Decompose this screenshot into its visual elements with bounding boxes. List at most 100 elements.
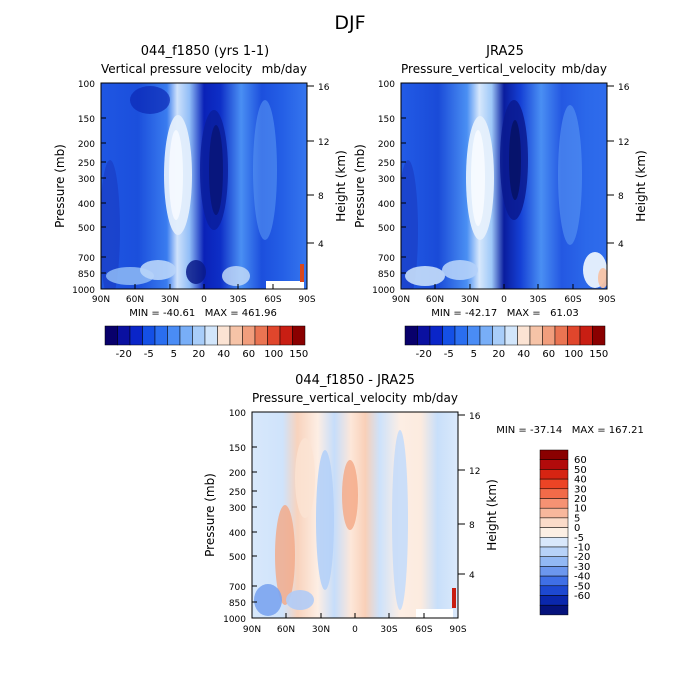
stats-text: MIN = -40.61 MAX = 461.96 bbox=[129, 308, 277, 319]
x-tick: 90N bbox=[392, 295, 410, 305]
colorbar-swatch bbox=[539, 478, 569, 490]
colorbar-swatch bbox=[492, 325, 506, 346]
y-tick: 150 bbox=[78, 115, 95, 125]
colorbar-swatch bbox=[429, 325, 443, 346]
x-axis-ticks: 90N 60N 30N 0 30S 60S 90S bbox=[392, 284, 616, 305]
y-tick: 400 bbox=[78, 200, 95, 210]
panel-difference: 044_f1850 - JRA25 Pressure_vertical_velo… bbox=[203, 373, 644, 635]
y-tick: 250 bbox=[78, 159, 95, 169]
x-tick: 0 bbox=[352, 625, 358, 635]
colorbar-label: 60 bbox=[574, 455, 587, 466]
x-tick: 30N bbox=[161, 295, 179, 305]
colorbar-swatch bbox=[179, 325, 193, 346]
colorbar-swatch bbox=[539, 575, 569, 587]
colorbar-swatch bbox=[504, 325, 518, 346]
y-tick: 700 bbox=[78, 254, 95, 264]
colorbar-swatch bbox=[554, 325, 568, 346]
x-tick: 30S bbox=[380, 625, 397, 635]
plot-field bbox=[252, 412, 458, 618]
y-tick: 850 bbox=[378, 270, 395, 280]
colorbar-label: -50 bbox=[574, 581, 590, 592]
x-axis-ticks: 90N 60N 30N 0 30S 60S 90S bbox=[92, 284, 316, 305]
colorbar-swatch bbox=[539, 488, 569, 499]
colorbar-label: 20 bbox=[574, 494, 587, 505]
colorbar-label: 30 bbox=[574, 484, 587, 495]
colorbar-swatch bbox=[539, 517, 569, 528]
y-tick: 100 bbox=[229, 409, 246, 419]
x-tick: 90S bbox=[298, 295, 315, 305]
y2-tick: 4 bbox=[318, 240, 324, 250]
colorbar: -20 -5 5 20 40 60 100 150 bbox=[104, 325, 308, 360]
colorbar-swatch bbox=[539, 459, 569, 470]
colorbar-swatch bbox=[404, 325, 418, 346]
y2-tick: 12 bbox=[318, 138, 329, 148]
colorbar-swatch bbox=[539, 498, 569, 509]
colorbar-swatch bbox=[529, 325, 543, 346]
colorbar-swatch bbox=[104, 325, 118, 346]
x-axis-ticks: 90N 60N 30N 0 30S 60S 90S bbox=[243, 613, 467, 635]
colorbar-label: -10 bbox=[574, 543, 590, 554]
colorbar-label: 5 bbox=[171, 349, 177, 360]
colorbar-swatch bbox=[167, 325, 181, 346]
y-tick: 250 bbox=[378, 159, 395, 169]
colorbar-label: 50 bbox=[574, 465, 587, 476]
x-tick: 60N bbox=[426, 295, 444, 305]
colorbar-label: 60 bbox=[242, 349, 255, 360]
colorbar-swatch bbox=[267, 325, 281, 346]
x-tick: 90N bbox=[243, 625, 261, 635]
colorbar-swatch bbox=[517, 325, 531, 346]
plot-field bbox=[401, 83, 607, 289]
colorbar-swatch bbox=[454, 325, 468, 346]
panel-subtitle: Pressure_vertical_velocity bbox=[401, 62, 556, 76]
y-tick: 250 bbox=[229, 488, 246, 498]
y2-tick: 12 bbox=[469, 467, 480, 477]
x-tick: 30S bbox=[529, 295, 546, 305]
colorbar-swatch bbox=[242, 325, 256, 346]
colorbar-swatch bbox=[467, 325, 481, 346]
colorbar-label: 60 bbox=[542, 349, 555, 360]
colorbar-swatch bbox=[539, 449, 569, 460]
colorbar-label: 40 bbox=[517, 349, 530, 360]
y-tick: 850 bbox=[78, 270, 95, 280]
colorbar-swatch bbox=[539, 537, 569, 548]
colorbar-swatch bbox=[539, 566, 569, 577]
colorbar-swatch bbox=[417, 325, 431, 346]
colorbar-label: 100 bbox=[564, 349, 583, 360]
y2-tick: 4 bbox=[469, 571, 475, 581]
y-axis-label: Pressure (mb) bbox=[203, 473, 217, 557]
y2-axis-label: Height (km) bbox=[334, 150, 348, 221]
colorbar-label: -60 bbox=[574, 591, 590, 602]
y-tick: 300 bbox=[78, 175, 95, 185]
colorbar-swatch bbox=[539, 507, 569, 519]
y-tick: 100 bbox=[78, 80, 95, 90]
y-axis-ticks: 100 150 200 250 300 400 500 700 850 1000 bbox=[72, 80, 106, 296]
x-tick: 30N bbox=[461, 295, 479, 305]
y-axis-label: Pressure (mb) bbox=[53, 144, 67, 228]
x-tick: 60N bbox=[126, 295, 144, 305]
y2-tick: 12 bbox=[618, 138, 629, 148]
stats-text: MIN = -42.17 MAX = 61.03 bbox=[431, 308, 579, 319]
y2-tick: 8 bbox=[318, 192, 324, 202]
x-tick: 30S bbox=[229, 295, 246, 305]
y-tick: 150 bbox=[229, 444, 246, 454]
colorbar-label: 20 bbox=[192, 349, 205, 360]
colorbar-swatch bbox=[592, 325, 606, 346]
y-tick: 200 bbox=[378, 140, 395, 150]
colorbar-swatch bbox=[539, 585, 569, 596]
colorbar-swatch bbox=[539, 527, 569, 538]
panel-title: 044_f1850 - JRA25 bbox=[295, 373, 415, 388]
colorbar-label: -5 bbox=[144, 349, 154, 360]
colorbar-swatch bbox=[117, 325, 131, 346]
colorbar-label: 40 bbox=[217, 349, 230, 360]
y2-axis-ticks: 16 12 8 4 bbox=[458, 412, 481, 581]
y2-axis-label: Height (km) bbox=[485, 479, 499, 550]
y-tick: 500 bbox=[229, 553, 246, 563]
y-axis-label: Pressure (mb) bbox=[353, 144, 367, 228]
colorbar-label: -20 bbox=[116, 349, 132, 360]
y2-tick: 16 bbox=[618, 83, 630, 93]
colorbar-label: -5 bbox=[574, 533, 584, 544]
panel-model: 044_f1850 (yrs 1-1) Vertical pressure ve… bbox=[53, 44, 348, 360]
colorbar-swatch bbox=[229, 325, 243, 346]
panel-units: mb/day bbox=[562, 62, 607, 76]
